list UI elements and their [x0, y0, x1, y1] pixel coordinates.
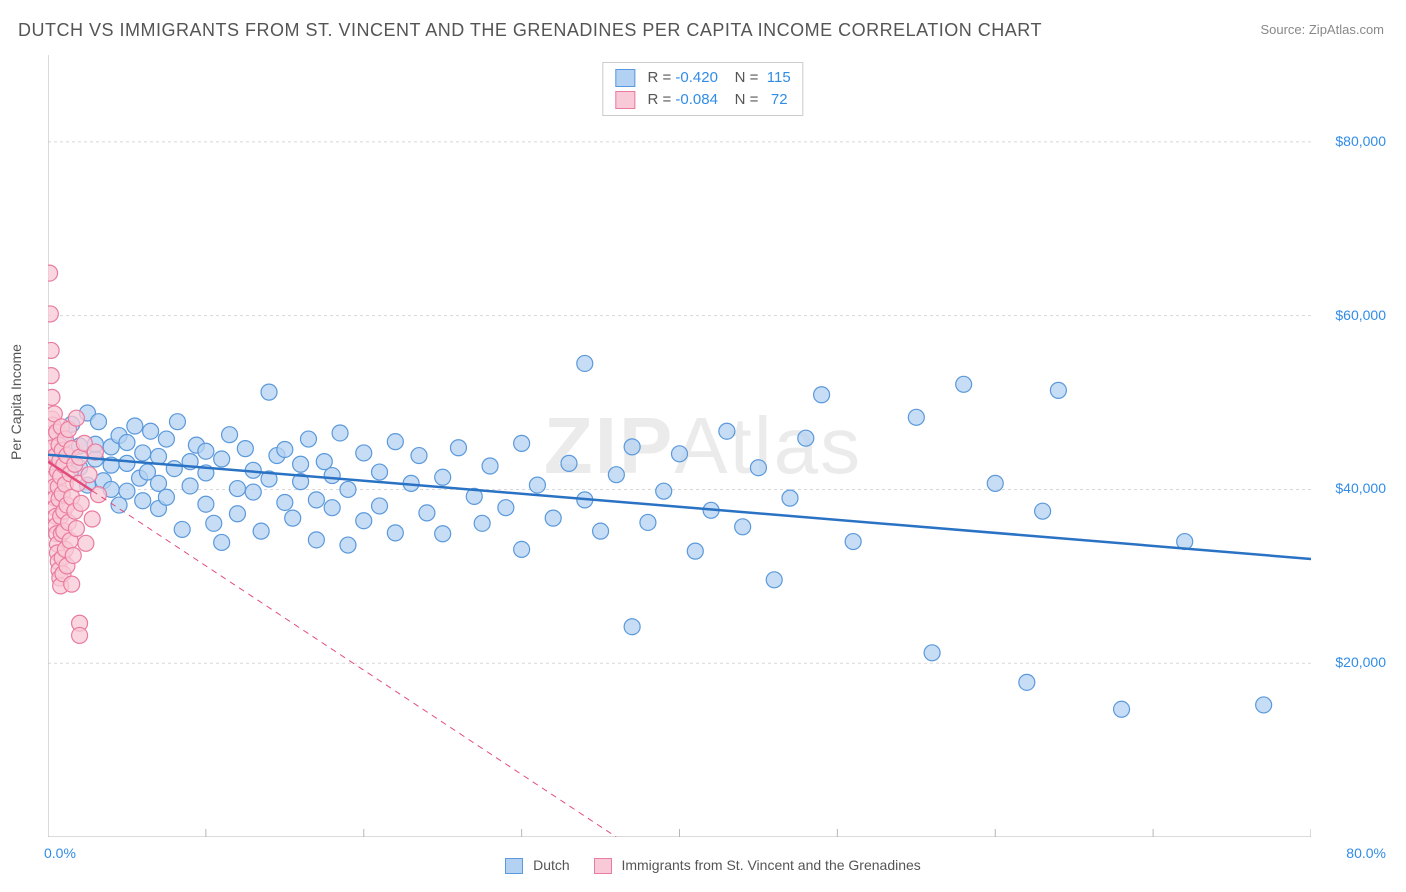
stats-row: R = -0.420 N = 115: [615, 67, 790, 89]
y-tick-label: $60,000: [1335, 307, 1386, 323]
correlation-stats-box: R = -0.420 N = 115 R = -0.084 N = 72: [602, 62, 803, 116]
stats-row: R = -0.084 N = 72: [615, 89, 790, 111]
chart-title: DUTCH VS IMMIGRANTS FROM ST. VINCENT AND…: [18, 20, 1042, 41]
stats-swatch: [615, 91, 635, 109]
y-axis-label: Per Capita Income: [8, 344, 24, 460]
legend-label: Immigrants from St. Vincent and the Gren…: [621, 857, 920, 873]
stats-swatch: [615, 69, 635, 87]
y-tick-label: $20,000: [1335, 654, 1386, 670]
legend-label: Dutch: [533, 857, 570, 873]
legend: Dutch Immigrants from St. Vincent and th…: [0, 857, 1406, 874]
legend-swatch: [505, 858, 523, 874]
y-tick-label: $40,000: [1335, 480, 1386, 496]
source-attribution: Source: ZipAtlas.com: [1260, 22, 1384, 37]
legend-swatch: [594, 858, 612, 874]
scatter-plot: [48, 55, 1311, 837]
y-tick-label: $80,000: [1335, 133, 1386, 149]
